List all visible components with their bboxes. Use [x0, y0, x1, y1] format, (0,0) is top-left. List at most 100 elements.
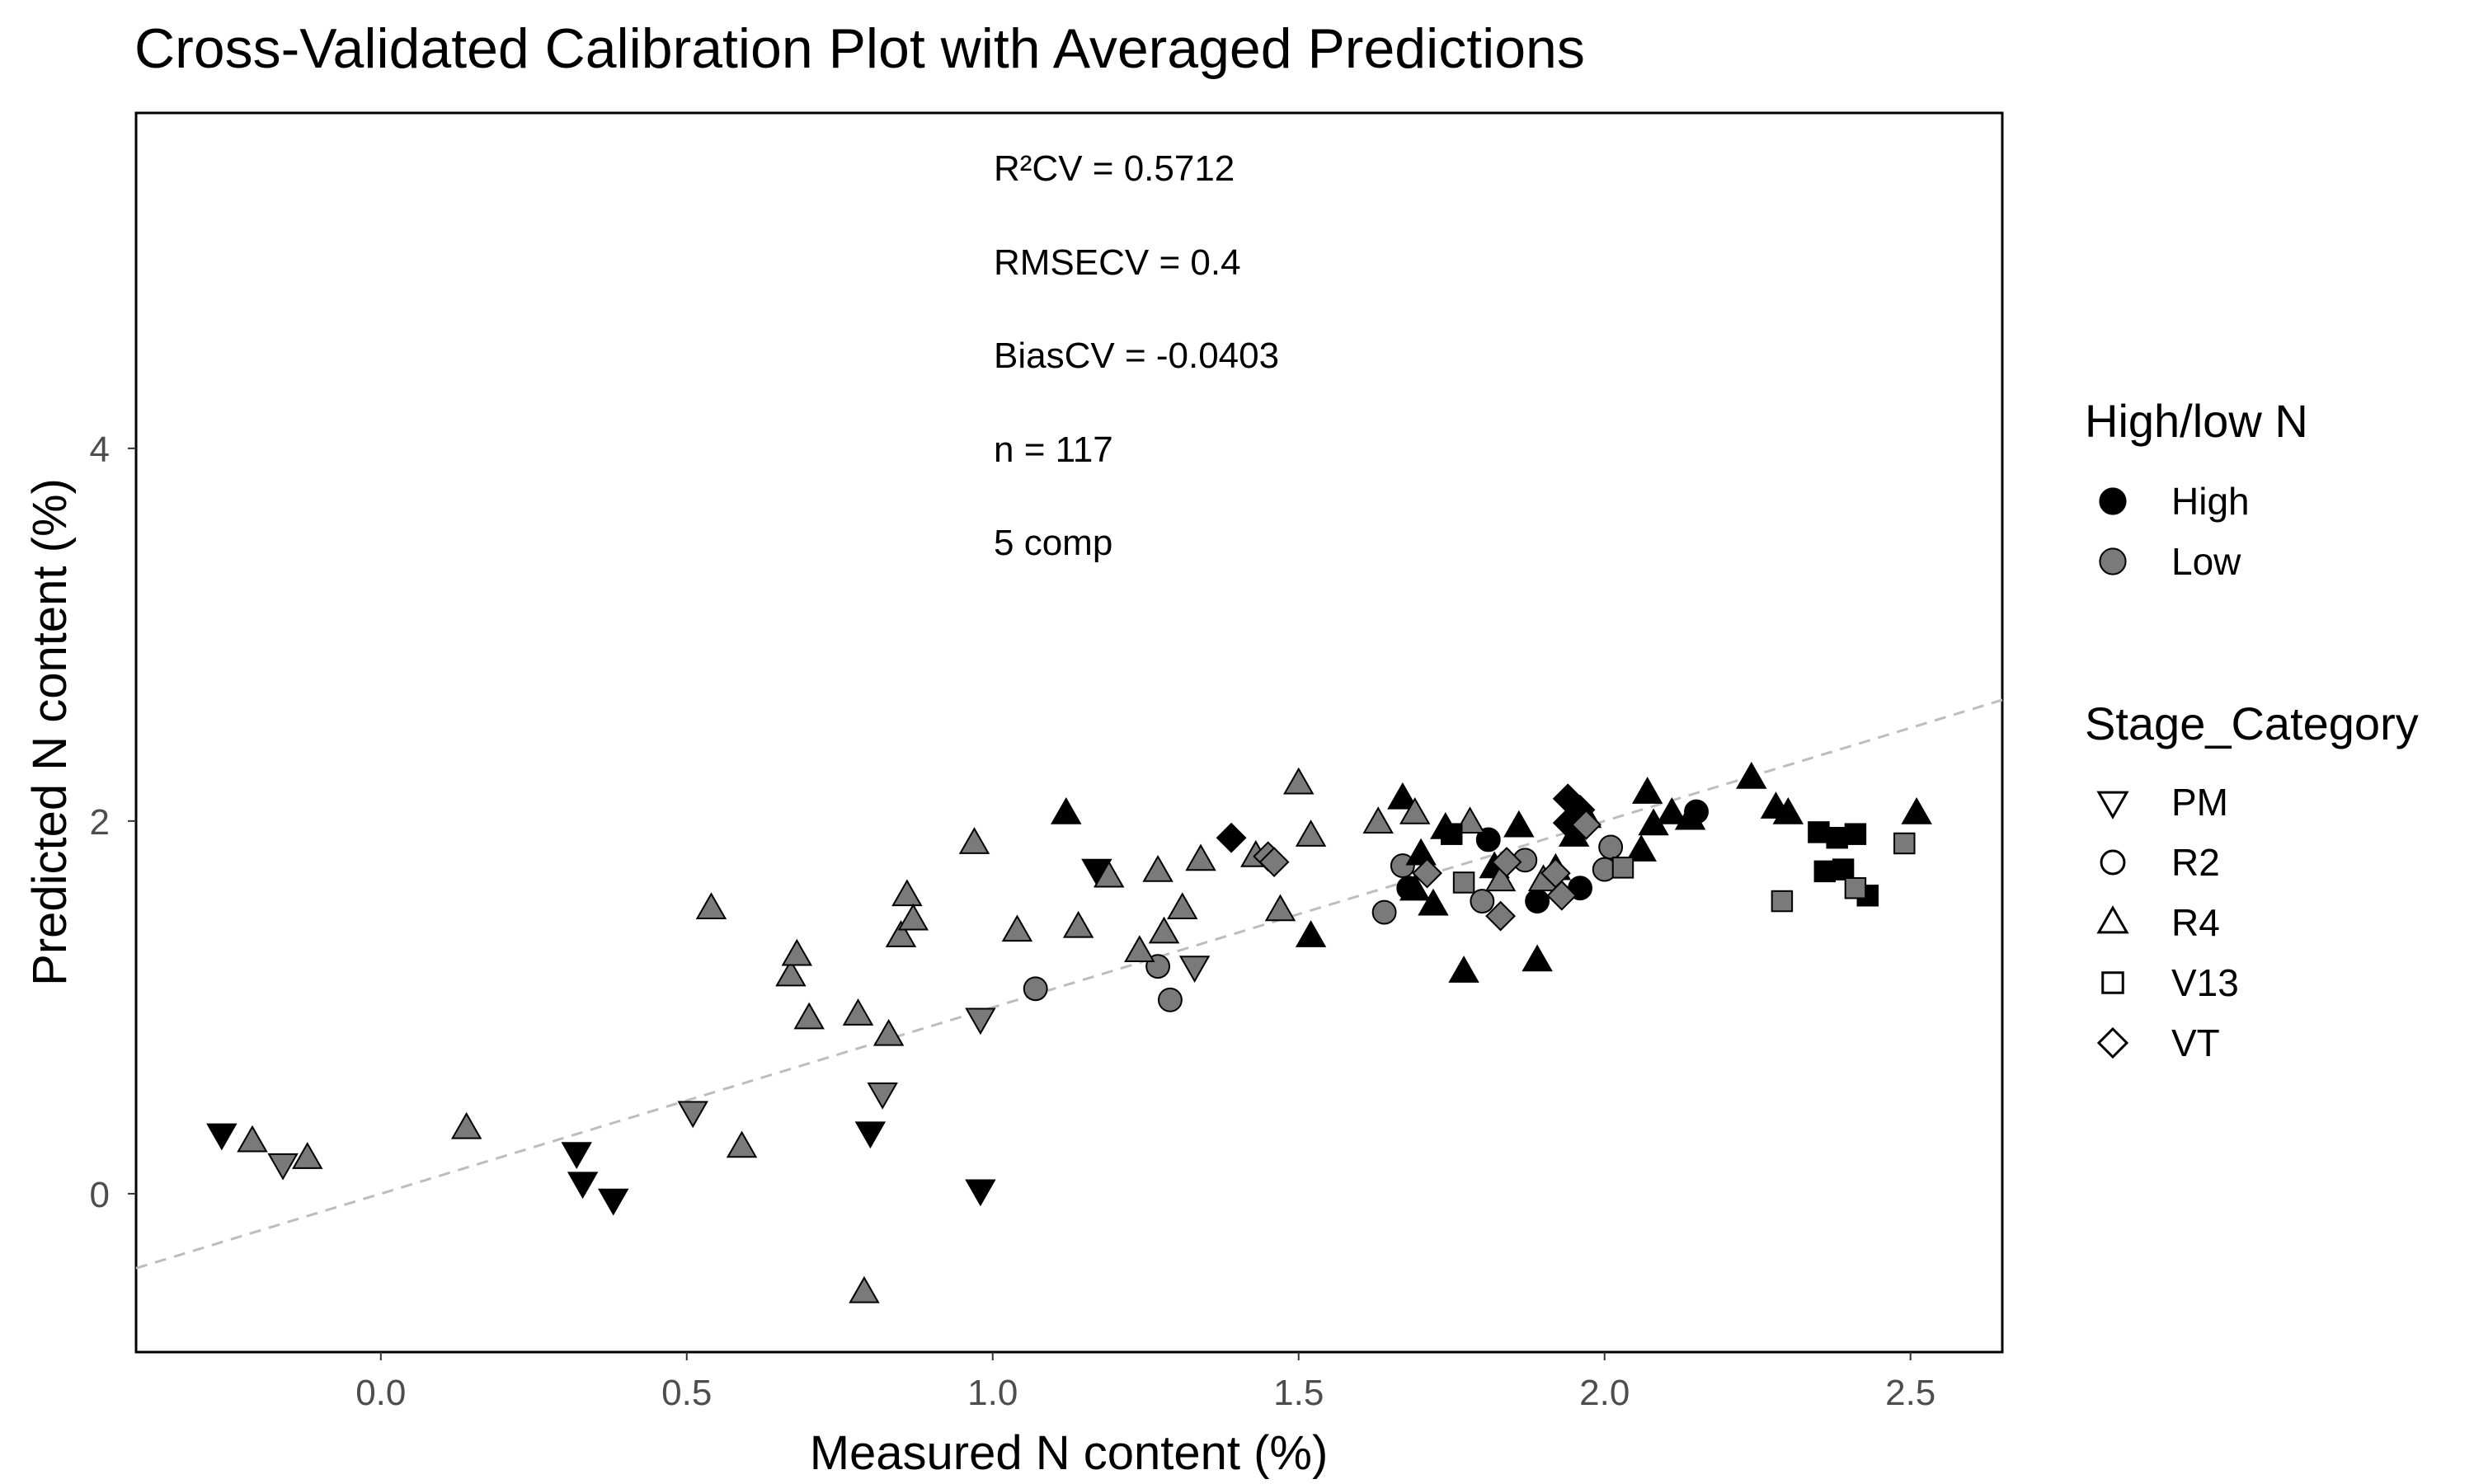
legend-label-r2: R2 [2171, 841, 2220, 884]
data-point-r4-low [1001, 914, 1033, 942]
legend-key-r4 [2096, 905, 2129, 934]
data-point-r2-low [1470, 889, 1495, 913]
data-point-r2-low [1390, 853, 1415, 879]
data-point-v13-low [1844, 876, 1867, 899]
data-point-r4-low [450, 1111, 482, 1139]
data-point-vt-low [1258, 847, 1290, 877]
legend-key-pm [2096, 791, 2129, 819]
data-point-vt-high [1552, 807, 1583, 838]
data-point-r4-high [1625, 834, 1657, 862]
data-point-r4-low [793, 1002, 825, 1030]
data-point-r4-low [775, 959, 807, 987]
data-point-r4-low [897, 903, 929, 931]
x-tick-label: 1.5 [1273, 1373, 1324, 1413]
y-tick-label: 2 [90, 802, 110, 843]
ticks-layer: 0.0 0.5 1.0 1.5 2.0 2.5 0 2 4 [90, 430, 1936, 1413]
legend-label-low: Low [2171, 540, 2241, 583]
data-point-v13-high [1826, 826, 1848, 849]
data-point-v13-high [1813, 860, 1837, 883]
data-point-r4-low [872, 1018, 905, 1046]
legend-label-r4: R4 [2171, 901, 2220, 944]
x-tick-label: 2.0 [1579, 1373, 1630, 1413]
chart-title: Cross-Validated Calibration Plot with Av… [134, 17, 1585, 80]
data-point-r2-low [1598, 834, 1624, 860]
legend-color-keys [2099, 487, 2127, 575]
reference-line [135, 698, 2003, 1270]
legend-key-low [2099, 547, 2127, 575]
legend-key-r2 [2100, 849, 2126, 876]
data-point-r4-low [1148, 916, 1180, 944]
points-layer [206, 762, 1932, 1303]
data-point-pm-high [598, 1188, 629, 1216]
data-point-r4-low [1167, 892, 1198, 919]
data-point-v13-high [1808, 821, 1830, 843]
data-point-r2-low [1371, 899, 1397, 925]
data-point-r4-high [1901, 796, 1932, 824]
data-point-r4-low [1124, 935, 1155, 962]
data-point-r2-low [1023, 976, 1048, 1002]
data-point-r4-high [1522, 944, 1553, 972]
data-point-v13-low [1452, 871, 1475, 894]
data-point-r4-low [849, 1275, 880, 1303]
data-point-r2-high [1525, 889, 1550, 913]
data-point-vt-low [1485, 900, 1517, 932]
annotation-components: 5 comp [994, 523, 1112, 563]
data-point-vt-low [1546, 880, 1578, 911]
data-point-r4-low [842, 998, 874, 1026]
legend-label-pm: PM [2171, 781, 2228, 824]
reference-line-layer [135, 698, 2003, 1270]
legend-key-vt [2096, 1026, 2129, 1059]
x-tick-label: 1.0 [967, 1373, 1018, 1413]
data-point-v13-high [1844, 823, 1867, 845]
data-point-r4-low [726, 1130, 758, 1158]
data-point-r4-low [1094, 860, 1125, 888]
legend-label-v13: V13 [2171, 961, 2239, 1004]
x-tick-label: 0.0 [355, 1373, 406, 1413]
data-point-v13-high [1440, 823, 1463, 845]
legend-shape-keys [2096, 791, 2129, 1059]
data-point-pm-low [267, 1153, 299, 1181]
data-point-r4-high [1448, 956, 1479, 983]
data-point-pm-high [206, 1123, 238, 1151]
data-point-r4-high [1638, 808, 1669, 836]
data-point-r4-low [1062, 910, 1094, 938]
data-point-r2-low [1157, 987, 1183, 1012]
data-point-r4-high [1656, 796, 1688, 824]
data-point-r4-low [1484, 864, 1517, 892]
data-point-r4-low [958, 827, 990, 854]
data-point-pm-high [965, 1179, 996, 1207]
data-point-r4-low [891, 879, 923, 907]
y-axis-title: Predicted N content (%) [23, 478, 77, 986]
data-point-r4-low [292, 1142, 323, 1169]
data-point-v13-high [1832, 858, 1855, 881]
data-point-r4-high [1631, 777, 1663, 804]
data-point-r4-low [1142, 855, 1174, 882]
legend-shape-title: Stage_Category [2085, 697, 2419, 749]
data-point-v13-low [1611, 857, 1634, 879]
data-point-v13-low [1893, 832, 1916, 855]
data-point-r2-high [1475, 827, 1501, 852]
annotation-rmsecv: RMSECV = 0.4 [994, 242, 1241, 283]
data-point-r4-high [1418, 888, 1449, 916]
data-point-vt-high [1216, 822, 1247, 853]
legend-key-v13 [2101, 971, 2124, 994]
legend-label-vt: VT [2171, 1021, 2220, 1064]
plot-panel [134, 111, 2004, 1354]
data-point-vt-low [1491, 847, 1522, 877]
data-point-r4-high [1387, 782, 1418, 810]
data-point-r4-high [1295, 920, 1327, 947]
data-point-r4-low [1295, 819, 1327, 847]
annotation-n: n = 117 [994, 430, 1113, 470]
data-point-vt-low [1571, 809, 1602, 840]
data-point-r4-high [1051, 796, 1082, 824]
data-point-r4-low [237, 1125, 268, 1153]
x-axis-title: Measured N content (%) [810, 1426, 1329, 1480]
x-tick-label: 0.5 [661, 1373, 712, 1413]
data-point-v13-low [1771, 890, 1794, 913]
data-point-r4-high [1736, 762, 1767, 789]
data-point-r4-low [781, 938, 813, 966]
y-tick-label: 0 [90, 1175, 110, 1215]
data-point-pm-high [567, 1172, 599, 1200]
data-point-pm-low [677, 1101, 708, 1129]
